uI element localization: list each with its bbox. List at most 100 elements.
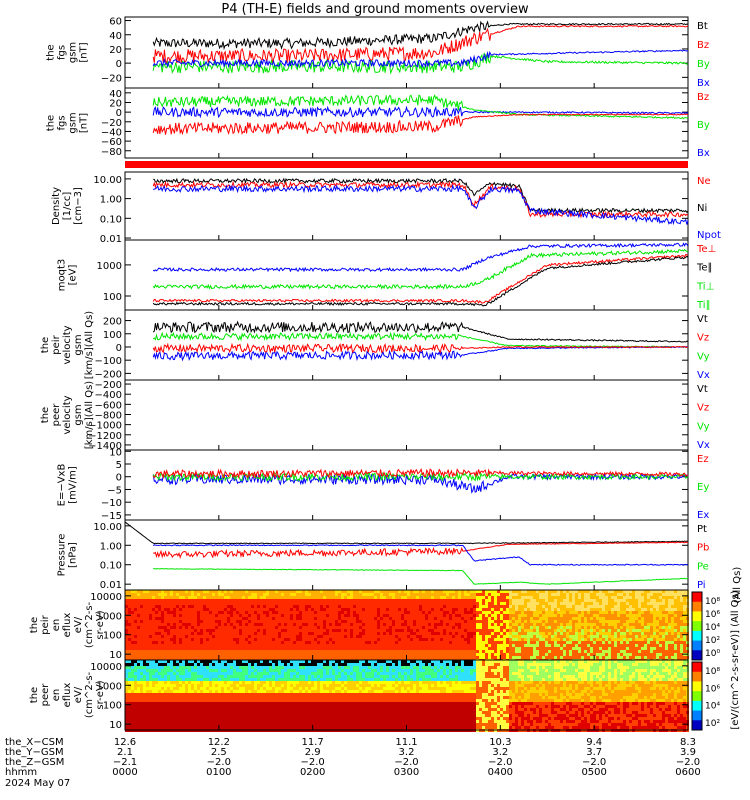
series-by [152,93,689,120]
panel-frame [124,171,689,241]
legend-ne: Ne [697,176,711,187]
panel-peir-velocity [124,309,689,381]
legend-npot: Npot [697,230,721,241]
series-pb [152,541,688,560]
y-axis-label: [km/s](All Qs) [84,311,95,379]
legend-ti∥: Ti∥ [696,300,711,311]
y-tick-label: 1.00 [100,541,122,552]
y-tick-label: 100 [103,631,122,642]
y-axis-label: the [46,115,57,131]
series-pe [153,568,689,585]
y-axis-label: gsm [68,42,79,63]
x-axis-value: 3.2 [492,747,508,758]
series-bz [152,24,689,65]
y-axis-label: [km/s](All Qs) [84,381,95,449]
x-axis-value: 0600 [675,767,700,778]
legend-pb: Pb [697,543,709,554]
legend-vz: Vz [697,333,709,344]
y-tick-label: −60 [101,137,122,148]
panel-peir-eflux [124,589,689,662]
panel-frame [124,309,689,381]
y-tick-label: 1000 [97,611,122,622]
colorbar-tick: 10⁰ [705,649,720,659]
legend-bz: Bz [697,40,709,51]
panel-frame [124,379,689,451]
colorbar-tick: 10⁶ [705,610,720,620]
y-tick-label: −200 [95,380,122,391]
y-axis-label: (cm^2-s- [84,601,95,648]
y-tick-label: −100 [95,356,122,367]
legend-bz: Bz [697,92,709,103]
y-tick-label: −20 [101,73,122,84]
y-axis-label: Pressure [57,534,68,577]
y-axis-label: fgs [57,45,68,60]
y-tick-label: −20 [101,118,122,129]
x-axis-value: 3.2 [399,747,415,758]
x-axis-value: 12.6 [114,737,136,748]
y-tick-label: −10 [101,498,122,509]
y-axis-label: [cm−3] [73,187,84,225]
series-pi [152,544,689,566]
y-tick-label: 40 [109,31,122,42]
legend-vx: Vx [697,370,710,381]
y-tick-label: 0 [116,108,122,119]
colorbar-tick: 10² [705,636,720,646]
y-axis-label: [nT] [79,42,90,62]
y-axis-label: eV/ [73,686,84,703]
colorbar-label: [eV/(cm^2-s-sr-eV)] (All Qs) [730,590,741,729]
page-title: P4 (TH-E) fields and ground moments over… [221,2,529,17]
y-tick-label: 100 [103,330,122,341]
y-axis-label: [1/cc] [62,192,73,221]
y-axis-label: the [29,617,40,633]
legend-vy: Vy [697,421,710,432]
colorbar-peir [691,591,703,661]
y-tick-label: 0.10 [100,214,122,225]
panel-density [124,171,689,241]
x-axis-row-label: the_X−CSM [5,737,64,748]
y-axis-label: [nPa] [68,542,79,568]
y-tick-label: 10000 [90,592,122,603]
colorbar-tick: 10² [705,719,720,729]
y-tick-label: 10 [109,720,122,731]
x-axis-row-label: hhmm [5,767,37,778]
y-axis-label: E=−VxB [57,464,68,507]
x-axis-date: 2024 May 07 [5,778,70,789]
legend-ez: Ez [697,454,709,465]
series-npot [152,184,689,226]
y-axis-label: the [40,337,51,353]
y-tick-label: 0 [116,59,122,70]
y-axis-label: gsm [73,334,84,355]
y-axis-label: the [29,687,40,703]
y-tick-label: 60 [109,17,122,28]
y-tick-label: 0.01 [100,234,122,245]
colorbar-tick: 10⁴ [705,623,720,633]
panel-pressure [124,519,689,591]
y-tick-label: −1400 [88,441,122,452]
series-vt [152,320,689,343]
y-tick-label: −80 [101,147,122,158]
x-axis-value: 8.3 [680,737,696,748]
x-axis-value: 10.3 [489,737,511,748]
legend-vt: Vt [697,314,708,325]
y-tick-label: −1000 [88,421,122,432]
panel-peer-eflux [124,659,689,732]
series-pt [124,521,689,545]
y-tick-label: 0.10 [100,561,122,572]
x-axis-value: 0500 [581,767,606,778]
y-axis-label: en [51,689,62,702]
x-axis-value: −2.0 [488,757,512,768]
legend-vz: Vz [697,403,709,414]
x-axis-value: 0400 [488,767,513,778]
y-axis-label: [mV/m] [68,466,79,504]
legend-bx: Bx [697,78,710,89]
y-axis-label: [nT] [79,113,90,133]
series-te-perp [152,253,689,304]
y-axis-label: peer [40,683,51,707]
x-axis-value: 0200 [300,767,325,778]
y-axis-label: peir [40,614,51,634]
x-axis-value: −2.0 [301,757,325,768]
y-tick-label: 10 [109,447,122,458]
series-ez [152,467,689,480]
colorbar-tick: 10⁸ [705,597,720,607]
legend-te⊥: Te⊥ [696,244,716,255]
